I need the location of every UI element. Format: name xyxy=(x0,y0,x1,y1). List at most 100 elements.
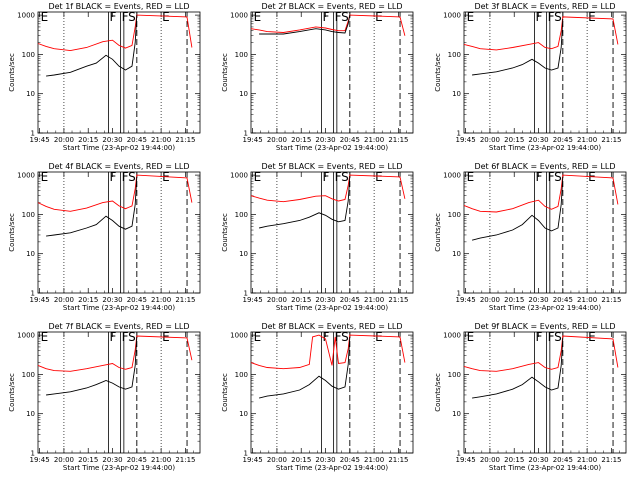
plot-frame xyxy=(250,171,414,294)
detector-chart-4: Det 4f BLACK = Events, RED = LLD 1 10 100 10… xyxy=(8,162,201,312)
interval-marker: F xyxy=(322,10,329,24)
x-tick-label: 21:00 xyxy=(364,456,384,464)
y-tick-label: 10 xyxy=(239,90,248,98)
interval-marker: F xyxy=(109,170,116,184)
x-tick-label: 20:45 xyxy=(553,136,573,144)
x-tick-label: 19:45 xyxy=(30,296,50,304)
x-tick-label: 20:45 xyxy=(340,456,360,464)
interval-marker: F xyxy=(535,330,542,344)
x-tick-label: 20:15 xyxy=(291,296,311,304)
x-tick-label: 21:15 xyxy=(601,136,621,144)
y-axis-label: Counts/sec xyxy=(434,213,442,252)
interval-marker: F xyxy=(109,330,116,344)
detector-chart-6: Det 6f BLACK = Events, RED = LLD 1 10 100 10… xyxy=(434,162,627,312)
detector-chart-1: Det 1f BLACK = Events, RED = LLD 1 10 100 10… xyxy=(8,2,201,152)
series-line-events xyxy=(46,336,138,396)
series-line-events xyxy=(46,15,138,77)
x-tick-label: 19:45 xyxy=(30,136,50,144)
x-tick-label: 20:15 xyxy=(504,136,524,144)
x-axis-label: Start Time (23-Apr-02 19:44:00) xyxy=(276,304,388,312)
x-tick-label: 20:45 xyxy=(340,296,360,304)
interval-marker: F xyxy=(322,330,329,344)
series-line-events xyxy=(258,336,351,399)
y-tick-label: 1 xyxy=(31,450,35,458)
x-tick-label: 20:30 xyxy=(528,136,548,144)
chart-title: Det 3f BLACK = Events, RED = LLD xyxy=(474,2,615,11)
x-tick-label: 20:15 xyxy=(504,456,524,464)
detector-chart-8: Det 8f BLACK = Events, RED = LLD 1 10 100 10… xyxy=(221,322,414,472)
interval-marker: E xyxy=(254,330,262,344)
interval-marker: F xyxy=(122,170,129,184)
interval-marker: F xyxy=(335,170,342,184)
y-tick-label: 1000 xyxy=(17,332,35,340)
x-axis-label: Start Time (23-Apr-02 19:44:00) xyxy=(276,144,388,152)
series-line-events xyxy=(472,18,564,76)
interval-marker: F xyxy=(322,170,329,184)
interval-marker: E xyxy=(467,170,475,184)
plot-frame xyxy=(250,11,414,134)
x-tick-label: 20:00 xyxy=(267,136,287,144)
y-tick-label: 1000 xyxy=(443,12,461,20)
interval-marker: E xyxy=(162,10,170,24)
detector-chart-7: Det 7f BLACK = Events, RED = LLD 1 10 100 10… xyxy=(8,322,201,472)
x-axis-label: Start Time (23-Apr-02 19:44:00) xyxy=(63,464,175,472)
y-tick-label: 10 xyxy=(239,410,248,418)
x-tick-label: 20:45 xyxy=(553,296,573,304)
series-line-events xyxy=(472,337,564,399)
x-tick-label: 20:30 xyxy=(528,456,548,464)
y-tick-label: 1000 xyxy=(17,12,35,20)
detector-chart-5: Det 5f BLACK = Events, RED = LLD 1 10 100 10… xyxy=(221,162,414,312)
interval-marker: E xyxy=(41,330,49,344)
y-tick-label: 1 xyxy=(31,130,35,138)
interval-marker: F xyxy=(535,10,542,24)
detector-chart-9: Det 9f BLACK = Events, RED = LLD 1 10 100 10… xyxy=(434,322,627,472)
y-tick-label: 100 xyxy=(448,211,461,219)
x-axis-label: Start Time (23-Apr-02 19:44:00) xyxy=(63,304,175,312)
y-tick-label: 10 xyxy=(26,90,35,98)
series-line-events xyxy=(471,176,564,241)
interval-marker: S xyxy=(554,170,562,184)
chart-title: Det 9f BLACK = Events, RED = LLD xyxy=(474,322,615,331)
y-tick-label: 100 xyxy=(235,51,248,59)
y-tick-label: 10 xyxy=(452,410,461,418)
x-tick-label: 19:45 xyxy=(456,296,476,304)
y-tick-label: 1 xyxy=(457,130,461,138)
x-tick-label: 20:45 xyxy=(553,456,573,464)
x-tick-label: 21:00 xyxy=(577,136,597,144)
detector-chart-2: Det 2f BLACK = Events, RED = LLD 1 10 100 10… xyxy=(221,2,414,152)
y-tick-label: 10 xyxy=(452,250,461,258)
y-axis-label: Counts/sec xyxy=(434,53,442,92)
interval-marker: F xyxy=(535,170,542,184)
interval-marker: S xyxy=(341,330,349,344)
interval-marker: E xyxy=(254,10,262,24)
chart-title: Det 4f BLACK = Events, RED = LLD xyxy=(48,162,189,171)
interval-marker: E xyxy=(375,10,383,24)
interval-marker: S xyxy=(341,10,349,24)
chart-title: Det 7f BLACK = Events, RED = LLD xyxy=(48,322,189,331)
y-axis-label: Counts/sec xyxy=(434,373,442,412)
x-tick-label: 20:45 xyxy=(127,296,147,304)
x-tick-label: 20:45 xyxy=(127,456,147,464)
x-tick-label: 19:45 xyxy=(456,136,476,144)
x-tick-label: 20:00 xyxy=(54,136,74,144)
plot-frame xyxy=(463,171,627,294)
x-tick-label: 20:00 xyxy=(480,136,500,144)
x-tick-label: 21:00 xyxy=(151,296,171,304)
interval-marker: E xyxy=(588,330,596,344)
y-tick-label: 1 xyxy=(457,290,461,298)
x-tick-label: 21:15 xyxy=(388,296,408,304)
y-tick-label: 1 xyxy=(457,450,461,458)
y-tick-label: 1000 xyxy=(443,172,461,180)
series-line-events xyxy=(46,176,138,237)
x-tick-label: 19:45 xyxy=(243,136,263,144)
x-tick-label: 20:15 xyxy=(78,136,98,144)
interval-marker: F xyxy=(109,10,116,24)
x-axis-label: Start Time (23-Apr-02 19:44:00) xyxy=(489,304,601,312)
x-tick-label: 20:30 xyxy=(102,136,122,144)
plot-frame xyxy=(37,11,201,134)
interval-marker: E xyxy=(375,330,383,344)
interval-marker: F xyxy=(548,10,555,24)
y-tick-label: 100 xyxy=(448,371,461,379)
y-tick-label: 100 xyxy=(448,51,461,59)
x-tick-label: 20:00 xyxy=(54,456,74,464)
